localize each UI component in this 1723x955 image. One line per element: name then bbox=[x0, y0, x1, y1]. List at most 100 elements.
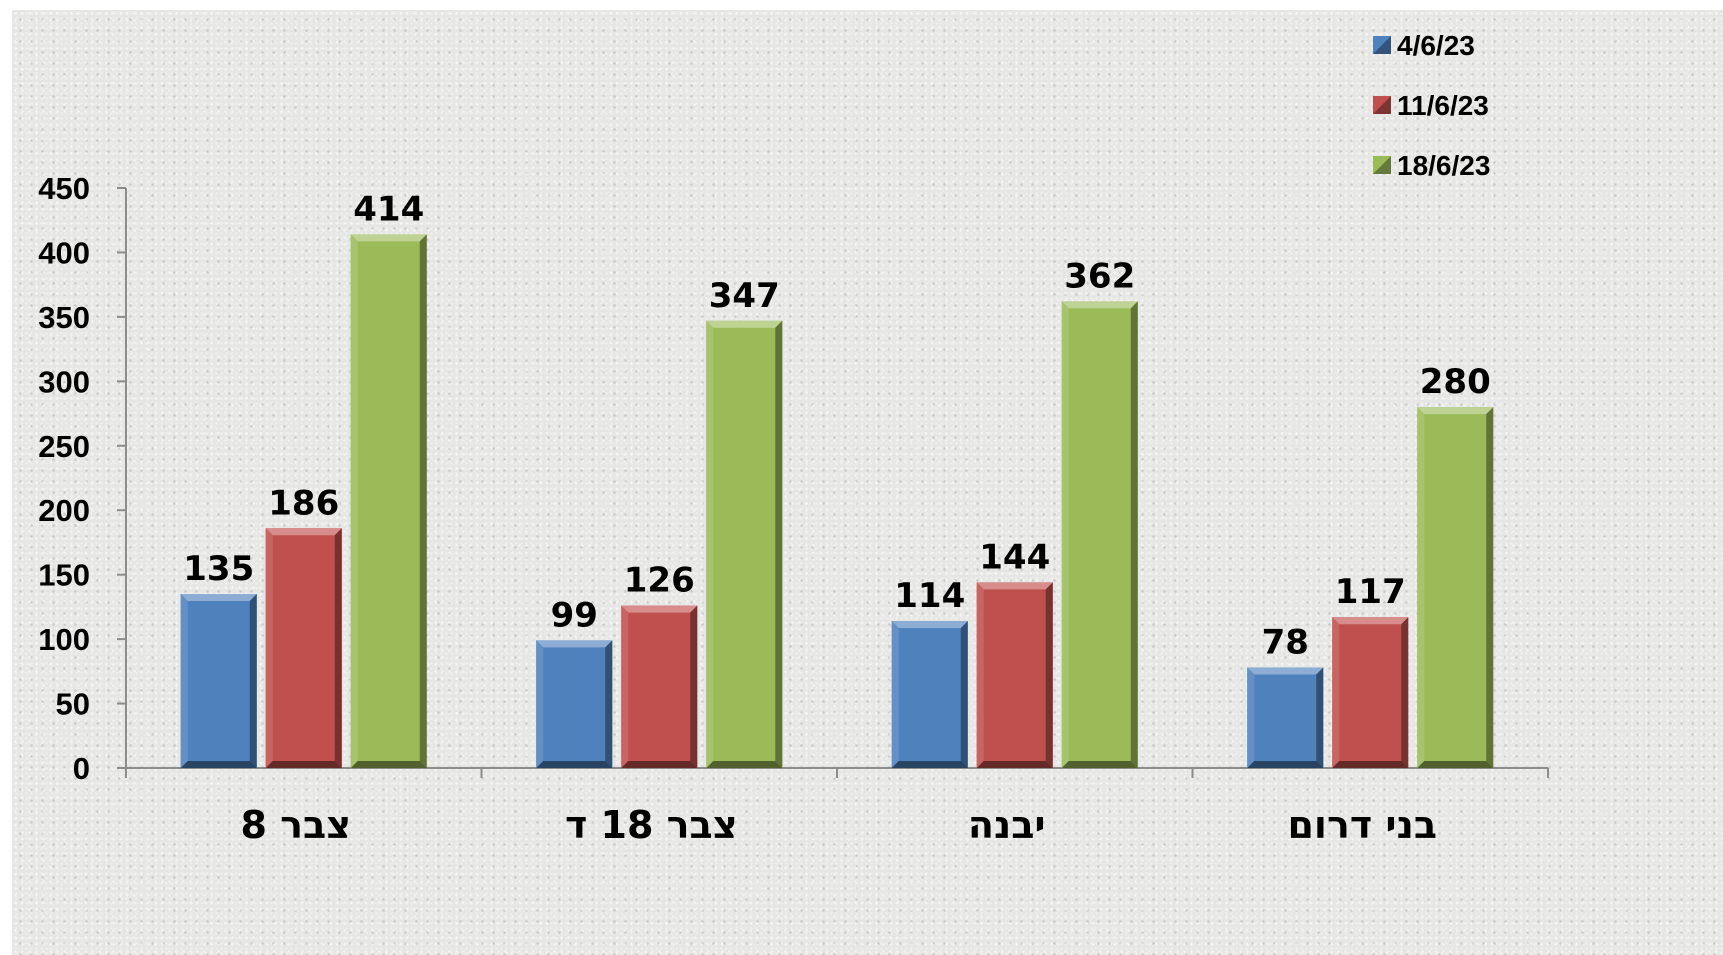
bar-bevel-left bbox=[1061, 301, 1069, 768]
bar-3-4 bbox=[1417, 407, 1494, 768]
y-tick-label: 50 bbox=[56, 687, 90, 722]
legend-swatch-shade bbox=[1373, 156, 1391, 174]
bar-bevel-bottom bbox=[1061, 761, 1138, 768]
data-label: 99 bbox=[551, 595, 598, 635]
bar-body bbox=[536, 640, 613, 768]
bar-bevel-bottom bbox=[976, 761, 1053, 768]
bar-bevel-top bbox=[891, 621, 968, 629]
data-label: 280 bbox=[1420, 362, 1491, 402]
data-label: 414 bbox=[353, 189, 424, 229]
bar-body bbox=[1332, 617, 1409, 768]
bar-bevel-right bbox=[1486, 407, 1494, 768]
y-tick-label: 400 bbox=[38, 235, 90, 270]
bar-2-4 bbox=[1332, 617, 1409, 768]
bar-2-2 bbox=[621, 605, 698, 768]
data-label: 362 bbox=[1064, 256, 1135, 296]
bar-3-1 bbox=[350, 234, 427, 768]
bar-body bbox=[1061, 301, 1138, 768]
bar-body bbox=[350, 234, 427, 768]
bar-2-1 bbox=[265, 528, 342, 768]
bar-bevel-top bbox=[350, 234, 427, 242]
bar-bevel-left bbox=[350, 234, 358, 768]
bar-bevel-bottom bbox=[265, 761, 342, 768]
bar-bevel-bottom bbox=[706, 761, 783, 768]
bar-bevel-bottom bbox=[1247, 761, 1324, 768]
bar-body bbox=[1417, 407, 1494, 768]
bar-3-2 bbox=[706, 320, 783, 768]
bar-1-3 bbox=[891, 621, 968, 768]
bar-bevel-right bbox=[334, 528, 342, 768]
bar-bevel-right bbox=[249, 594, 257, 768]
bar-body bbox=[1247, 667, 1324, 768]
legend-label: 18/6/23 bbox=[1397, 150, 1490, 181]
data-label: 126 bbox=[624, 561, 695, 601]
x-category-label: בני דרום bbox=[1287, 803, 1437, 847]
bar-body bbox=[621, 605, 698, 768]
y-tick-label: 200 bbox=[38, 493, 90, 528]
bar-bevel-right bbox=[960, 621, 968, 768]
bar-bevel-left bbox=[1247, 667, 1255, 768]
bar-bevel-right bbox=[605, 640, 613, 768]
bar-bevel-top bbox=[265, 528, 342, 536]
bar-2-3 bbox=[976, 582, 1053, 768]
bar-bevel-right bbox=[1045, 582, 1053, 768]
y-tick-label: 300 bbox=[38, 364, 90, 399]
bar-body bbox=[706, 320, 783, 768]
bar-bevel-left bbox=[1332, 617, 1340, 768]
bar-1-1 bbox=[180, 594, 257, 768]
bar-bevel-bottom bbox=[350, 761, 427, 768]
bar-bevel-left bbox=[621, 605, 629, 768]
data-label: 114 bbox=[894, 576, 965, 616]
bar-bevel-bottom bbox=[1332, 761, 1409, 768]
legend-label: 4/6/23 bbox=[1397, 30, 1475, 61]
data-label: 135 bbox=[183, 549, 254, 589]
legend-label: 11/6/23 bbox=[1397, 90, 1489, 121]
bar-bevel-top bbox=[1247, 667, 1324, 675]
bar-bevel-right bbox=[775, 320, 783, 768]
bar-bevel-left bbox=[1417, 407, 1425, 768]
legend-swatch-shade bbox=[1373, 36, 1391, 54]
bar-bevel-bottom bbox=[891, 761, 968, 768]
bar-bevel-bottom bbox=[180, 761, 257, 768]
bar-bevel-right bbox=[419, 234, 427, 768]
x-category-label: צבר 8 bbox=[240, 803, 351, 847]
x-category-label: יבנה bbox=[968, 803, 1046, 847]
x-category-label: צבר 18 ד bbox=[565, 803, 738, 847]
bar-1-4 bbox=[1247, 667, 1324, 768]
y-tick-label: 150 bbox=[38, 558, 90, 593]
bar-bevel-left bbox=[180, 594, 188, 768]
bar-bevel-top bbox=[536, 640, 613, 648]
bar-bevel-left bbox=[976, 582, 984, 768]
bar-bevel-right bbox=[690, 605, 698, 768]
bar-body bbox=[891, 621, 968, 768]
bar-bevel-right bbox=[1316, 667, 1324, 768]
y-tick-label: 100 bbox=[38, 622, 90, 657]
bar-body bbox=[976, 582, 1053, 768]
bar-bevel-left bbox=[265, 528, 273, 768]
bar-body bbox=[180, 594, 257, 768]
bar-bevel-left bbox=[536, 640, 544, 768]
bar-bevel-top bbox=[1332, 617, 1409, 625]
bar-1-2 bbox=[536, 640, 613, 768]
bar-bevel-top bbox=[1417, 407, 1494, 415]
data-label: 117 bbox=[1335, 572, 1406, 612]
bar-bevel-right bbox=[1130, 301, 1138, 768]
y-tick-label: 450 bbox=[38, 171, 90, 206]
bar-bevel-bottom bbox=[536, 761, 613, 768]
data-label: 78 bbox=[1262, 622, 1309, 662]
bar-bevel-top bbox=[180, 594, 257, 601]
bar-3-3 bbox=[1061, 301, 1138, 768]
bar-bevel-top bbox=[976, 582, 1053, 590]
bar-bevel-left bbox=[891, 621, 899, 768]
data-label: 347 bbox=[709, 276, 780, 316]
bar-bevel-bottom bbox=[1417, 761, 1494, 768]
data-label: 186 bbox=[268, 483, 339, 523]
bar-bevel-top bbox=[706, 320, 783, 328]
legend: 4/6/23 11/6/23 18/6/23 bbox=[1373, 30, 1490, 181]
bar-bevel-left bbox=[706, 320, 714, 768]
bar-bevel-bottom bbox=[621, 761, 698, 768]
bar-body bbox=[265, 528, 342, 768]
bar-bevel-right bbox=[1401, 617, 1409, 768]
